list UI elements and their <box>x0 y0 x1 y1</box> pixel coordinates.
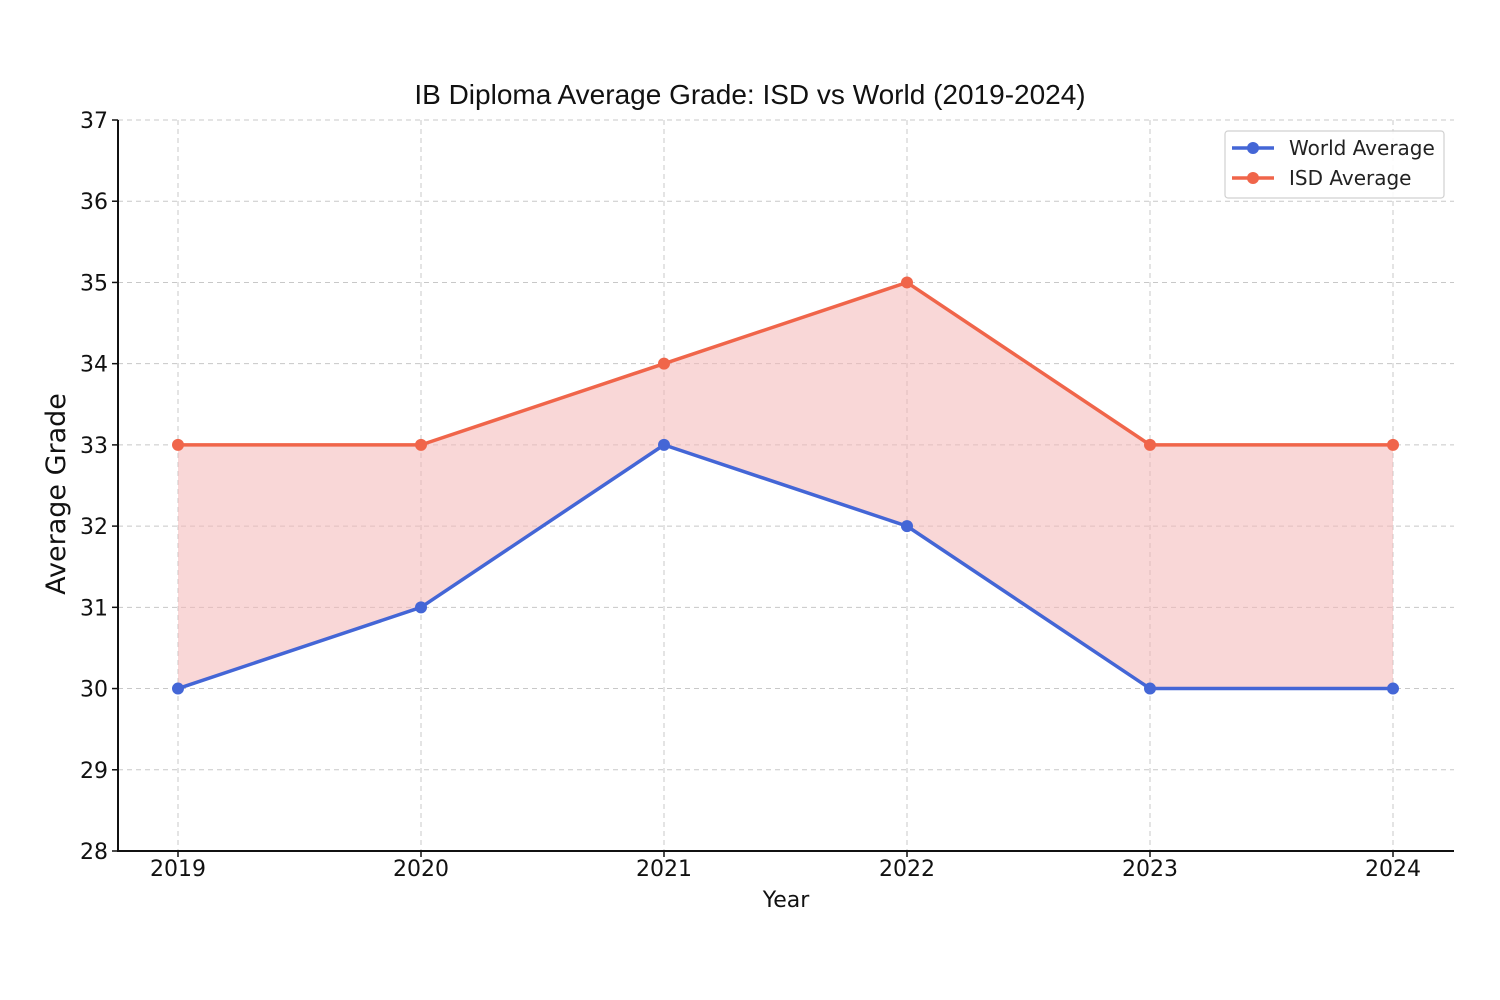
legend: World Average ISD Average <box>1224 130 1445 199</box>
y-tick-label: 37 <box>80 109 108 134</box>
x-tick-label: 2019 <box>150 857 206 882</box>
data-point <box>415 438 427 451</box>
y-tick-label: 30 <box>80 678 108 703</box>
fill-between-polygon <box>178 282 1393 689</box>
y-tick-label: 32 <box>80 515 108 540</box>
data-point <box>1387 438 1399 451</box>
legend-box <box>1224 130 1445 199</box>
data-point <box>658 357 670 370</box>
y-axis-label: Average Grade <box>41 393 72 595</box>
series-0 <box>172 438 1399 695</box>
data-point <box>172 438 184 451</box>
data-point <box>172 682 184 695</box>
series-1 <box>172 276 1399 451</box>
series-line <box>177 443 1393 691</box>
y-tick-label: 29 <box>80 759 108 784</box>
y-tick-label: 36 <box>80 190 108 215</box>
data-point <box>901 276 913 289</box>
legend-label: ISD Average <box>1289 166 1411 190</box>
series-line <box>178 280 1393 447</box>
data-point <box>901 520 913 533</box>
data-point <box>1387 682 1399 695</box>
ticks: 28 29 30 31 32 33 34 35 36 37 2019 2020 2021 2022 2023… <box>80 109 1421 882</box>
legend-label: World Average <box>1289 136 1435 160</box>
x-tick-label: 2024 <box>1365 857 1421 882</box>
x-tick-label: 2022 <box>879 857 935 882</box>
y-tick-label: 34 <box>80 353 108 378</box>
data-point <box>1144 682 1156 695</box>
y-tick-label: 31 <box>80 596 108 621</box>
x-tick-label: 2023 <box>1122 857 1178 882</box>
y-tick-label: 35 <box>80 271 108 296</box>
data-point <box>415 601 427 614</box>
x-axis-label: Year <box>762 888 811 913</box>
x-tick-label: 2020 <box>393 857 449 882</box>
data-point <box>1144 438 1156 451</box>
y-tick-label: 33 <box>80 434 108 459</box>
legend-marker <box>1247 172 1259 184</box>
legend-item: World Average <box>1232 136 1435 160</box>
legend-item: ISD Average <box>1232 166 1411 190</box>
x-tick-label: 2021 <box>636 857 692 882</box>
chart-title: IB Diploma Average Grade: ISD vs World (… <box>414 79 1085 110</box>
y-tick-label: 28 <box>80 840 108 865</box>
series-layer <box>172 276 1399 695</box>
legend-marker <box>1247 142 1259 154</box>
data-point <box>658 438 670 451</box>
axes <box>117 120 1454 852</box>
fill-between-area <box>178 282 1393 689</box>
